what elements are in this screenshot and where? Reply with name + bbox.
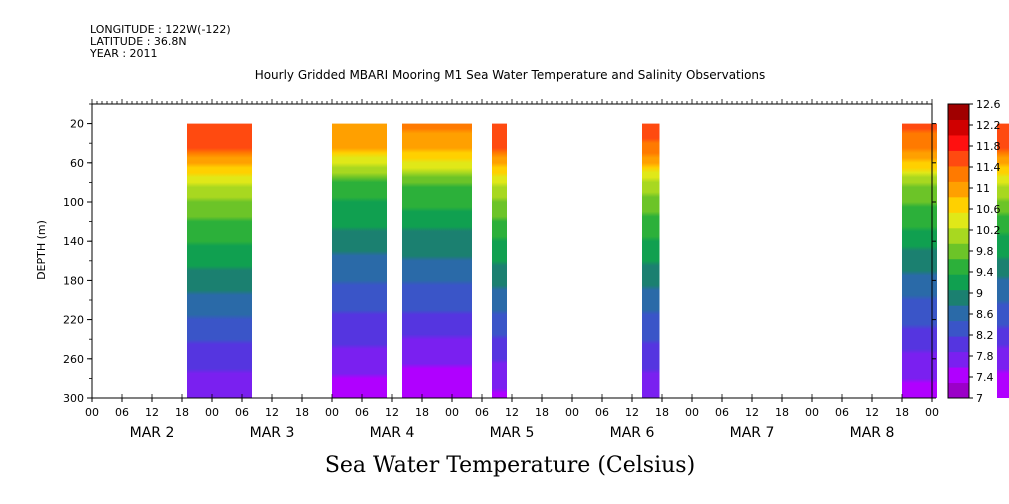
data-segment-0: [187, 123, 252, 398]
colorbar-band: [948, 274, 969, 291]
colorbar-band: [948, 212, 969, 229]
colorbar-band: [948, 336, 969, 353]
data-segment-6: [997, 123, 1009, 398]
axes: 00 06 12 18 00 06 12 18 00 06 12 18 00 06 12 18 00 06 12 18…: [63, 99, 939, 441]
colorbar-tick-label: 7: [976, 392, 983, 405]
x-day-label: MAR 7: [730, 425, 775, 441]
colorbar-band: [948, 165, 969, 182]
x-tick-label: 00: [445, 406, 459, 419]
colorbar-tick-label: 9.8: [976, 245, 994, 258]
x-tick-label: 18: [175, 406, 189, 419]
x-day-label: MAR 5: [490, 425, 535, 441]
year-label: YEAR : 2011: [90, 47, 158, 60]
plot-area: [187, 123, 1009, 398]
y-tick-label: 20: [70, 118, 84, 131]
y-tick-label: 60: [70, 157, 84, 170]
x-tick-label: 00: [685, 406, 699, 419]
colorbar-tick-label: 9.4: [976, 266, 994, 279]
x-tick-label: 12: [505, 406, 519, 419]
chart-title: Sea Water Temperature (Celsius): [324, 453, 696, 478]
colorbar-band: [948, 196, 969, 213]
colorbar-band: [948, 305, 969, 322]
x-tick-label: 12: [265, 406, 279, 419]
colorbar-tick-label: 11: [976, 182, 990, 195]
colorbar-tick-label: 12.2: [976, 119, 1001, 132]
colorbar-tick-label: 7.8: [976, 350, 994, 363]
y-axis-label: DEPTH (m): [35, 220, 48, 280]
colorbar-tick-label: 8.2: [976, 329, 994, 342]
metadata-block: LONGITUDE : 122W(-122) LATITUDE : 36.8N …: [90, 24, 231, 60]
y-tick-label: 100: [63, 196, 84, 209]
y-tick-label: 260: [63, 353, 84, 366]
x-tick-label: 06: [235, 406, 249, 419]
x-tick-label: 06: [595, 406, 609, 419]
colorbar-tick-label: 11.8: [976, 140, 1001, 153]
x-tick-label: 06: [115, 406, 129, 419]
colorbar-tick-label: 9: [976, 287, 983, 300]
colorbar-band: [948, 150, 969, 167]
data-segment-5: [902, 123, 937, 398]
x-tick-label: 06: [835, 406, 849, 419]
colorbar-tick-label: 10.2: [976, 224, 1001, 237]
colorbar-band: [948, 119, 969, 136]
x-day-label: MAR 8: [850, 425, 895, 441]
x-day-label: MAR 4: [370, 425, 415, 441]
y-tick-label: 220: [63, 314, 84, 327]
colorbar-tick-label: 8.6: [976, 308, 994, 321]
x-tick-label: 00: [205, 406, 219, 419]
x-tick-label: 06: [355, 406, 369, 419]
x-tick-label: 12: [745, 406, 759, 419]
x-tick-label: 06: [475, 406, 489, 419]
colorbar-tick-label: 10.6: [976, 203, 1001, 216]
x-day-label: MAR 6: [610, 425, 655, 441]
colorbar-band: [948, 181, 969, 198]
x-day-label: MAR 2: [130, 425, 175, 441]
latitude-label: LATITUDE : 36.8N: [90, 35, 187, 48]
colorbar-band: [948, 243, 969, 260]
x-tick-label: 12: [865, 406, 879, 419]
x-tick-label: 18: [415, 406, 429, 419]
colorbar: 12.6 12.2 11.8 11.4 11 10.6 10.2 9.8 9.4 9 8.6 8.2 7…: [947, 98, 1001, 405]
x-tick-label: 00: [325, 406, 339, 419]
colorbar-band: [948, 227, 969, 244]
colorbar-tick-label: 7.4: [976, 371, 994, 384]
colorbar-tick-label: 11.4: [976, 161, 1001, 174]
data-segment-1: [332, 123, 387, 398]
colorbar-band: [948, 351, 969, 368]
colorbar-band: [948, 289, 969, 306]
x-tick-label: 18: [535, 406, 549, 419]
colorbar-band: [948, 258, 969, 275]
x-tick-label: 18: [655, 406, 669, 419]
colorbar-band: [948, 320, 969, 337]
colorbar-band: [948, 382, 969, 399]
colorbar-tick-label: 12.6: [976, 98, 1001, 111]
x-tick-label: 18: [775, 406, 789, 419]
data-segment-3: [492, 123, 507, 398]
x-tick-label: 12: [385, 406, 399, 419]
x-tick-label: 00: [805, 406, 819, 419]
x-tick-label: 18: [895, 406, 909, 419]
y-tick-label: 180: [63, 274, 84, 287]
x-tick-label: 06: [715, 406, 729, 419]
longitude-label: LONGITUDE : 122W(-122): [90, 23, 231, 36]
x-tick-label: 18: [295, 406, 309, 419]
x-tick-label: 12: [625, 406, 639, 419]
data-segment-4: [642, 123, 660, 398]
colorbar-band: [948, 104, 969, 120]
y-tick-label: 140: [63, 235, 84, 248]
x-tick-label: 00: [925, 406, 939, 419]
x-tick-label: 12: [145, 406, 159, 419]
x-tick-label: 00: [565, 406, 579, 419]
data-segment-2: [402, 123, 472, 398]
y-tick-label: 300: [63, 392, 84, 405]
colorbar-band: [948, 367, 969, 384]
header-title: Hourly Gridded MBARI Mooring M1 Sea Wate…: [254, 68, 766, 82]
x-day-label: MAR 3: [250, 425, 295, 441]
x-tick-label: 00: [85, 406, 99, 419]
colorbar-band: [948, 134, 969, 151]
